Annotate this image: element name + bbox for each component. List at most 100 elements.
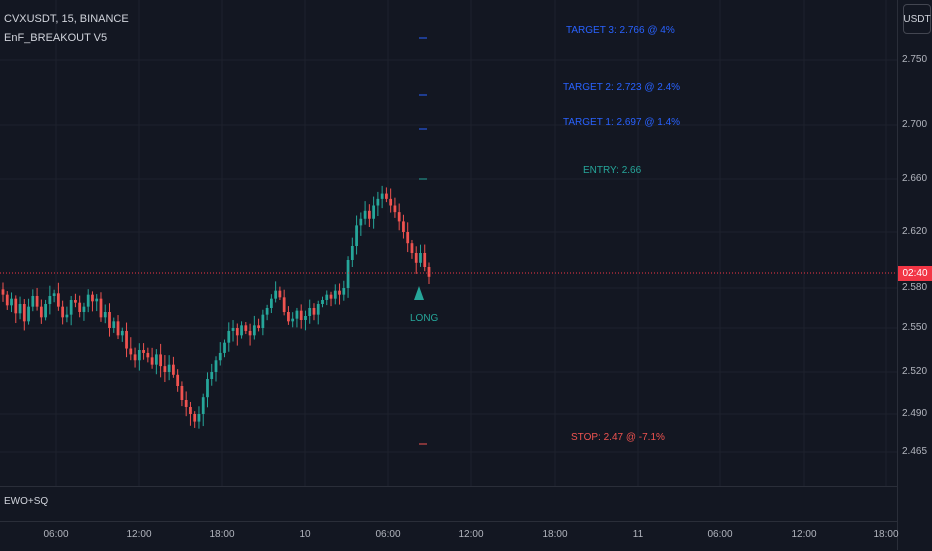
candle-body <box>91 294 94 302</box>
candle-body <box>333 290 337 299</box>
candle-body <box>193 414 197 422</box>
candle-body <box>227 330 231 343</box>
candle-body <box>129 348 133 355</box>
candle-body <box>78 302 82 312</box>
candle-body <box>427 267 431 277</box>
candle-body <box>316 304 320 315</box>
candle-body <box>380 193 384 199</box>
time-tick: 06:00 <box>375 529 401 540</box>
candle-body <box>397 212 401 222</box>
candle-body <box>27 306 30 322</box>
candle-body <box>414 253 418 263</box>
candle-body <box>329 294 333 299</box>
time-tick: 12:00 <box>126 529 152 540</box>
candle-body <box>252 325 256 336</box>
time-tick: 18:00 <box>209 529 235 540</box>
price-tick: 2.660 <box>902 173 928 184</box>
candle-body <box>103 312 107 318</box>
candle-body <box>304 316 307 320</box>
candle-body <box>137 350 141 361</box>
candle-body <box>61 306 65 318</box>
price-tick: 2.700 <box>902 119 928 130</box>
candle-body <box>172 364 175 375</box>
candle-body <box>201 397 205 414</box>
main-chart-pane[interactable] <box>0 0 897 486</box>
candle-body <box>299 310 303 320</box>
price-chart[interactable] <box>0 0 897 486</box>
candle-body <box>278 290 282 298</box>
candle-body <box>359 218 363 226</box>
candle-body <box>133 354 137 361</box>
current-price-tag: 02:40 <box>898 266 932 281</box>
price-tick: 2.750 <box>902 54 928 65</box>
candle-body <box>393 205 397 213</box>
time-tick: 18:00 <box>873 529 899 540</box>
candle-body <box>1 289 5 295</box>
candle-body <box>197 414 201 422</box>
candle-body <box>376 198 380 206</box>
candle-body <box>410 243 414 253</box>
candle-body <box>355 225 358 246</box>
target3-label: TARGET 3: 2.766 @ 4% <box>566 25 675 36</box>
candle-body <box>214 360 218 372</box>
time-tick: 06:00 <box>43 529 69 540</box>
candle-body <box>206 379 209 398</box>
candle-body <box>95 298 99 302</box>
stop-label: STOP: 2.47 @ -7.1% <box>571 432 665 443</box>
candle-body <box>372 205 376 219</box>
candle-body <box>389 198 393 206</box>
indicator-name[interactable]: EnF_BREAKOUT V5 <box>4 32 108 44</box>
candle-body <box>218 352 222 361</box>
candle-body <box>231 328 235 331</box>
price-tick: 2.465 <box>902 446 928 457</box>
candle-body <box>350 246 354 260</box>
candle-body <box>74 300 77 303</box>
candle-body <box>48 296 52 304</box>
time-tick: 12:00 <box>458 529 484 540</box>
candle-body <box>274 290 278 299</box>
candle-body <box>325 294 329 300</box>
candle-body <box>402 221 405 232</box>
candle-body <box>142 350 145 353</box>
candle-body <box>120 330 124 336</box>
candle-body <box>312 308 316 315</box>
candle-body <box>184 400 188 407</box>
currency-button[interactable]: USDT <box>903 4 931 34</box>
candle-body <box>99 298 103 318</box>
pane-divider[interactable] <box>0 486 897 487</box>
candle-body <box>189 407 192 414</box>
price-tick: 2.520 <box>902 366 928 377</box>
candle-body <box>39 306 43 318</box>
candle-body <box>342 288 346 295</box>
candle-body <box>56 293 60 307</box>
time-tick: 10 <box>299 529 311 540</box>
candle-body <box>14 298 18 314</box>
price-tick: 2.620 <box>902 226 928 237</box>
candle-body <box>240 325 243 336</box>
time-axis[interactable] <box>0 521 897 551</box>
candle-body <box>287 312 290 322</box>
symbol-title[interactable]: CVXUSDT, 15, BINANCE <box>4 13 129 25</box>
candle-body <box>112 321 116 328</box>
candle-body <box>406 232 410 244</box>
price-axis[interactable] <box>897 0 932 550</box>
candle-body <box>346 260 350 288</box>
price-tick: 2.490 <box>902 408 928 419</box>
candle-body <box>44 304 47 318</box>
candle-body <box>18 304 22 314</box>
candle-body <box>22 304 26 322</box>
time-tick: 18:00 <box>542 529 568 540</box>
ewo-indicator-label[interactable]: EWO+SQ <box>4 496 49 507</box>
target1-label: TARGET 1: 2.697 @ 1.4% <box>563 117 681 128</box>
candle-body <box>82 306 86 312</box>
candle-body <box>419 253 422 263</box>
time-tick: 12:00 <box>791 529 817 540</box>
candle-body <box>367 210 371 219</box>
candle-body <box>159 354 163 367</box>
candle-body <box>31 296 35 307</box>
candle-body <box>423 253 427 267</box>
candle-body <box>291 318 295 322</box>
price-tick: 2.580 <box>902 282 928 293</box>
candle-body <box>163 366 167 372</box>
long-signal-label: LONG <box>410 313 439 324</box>
